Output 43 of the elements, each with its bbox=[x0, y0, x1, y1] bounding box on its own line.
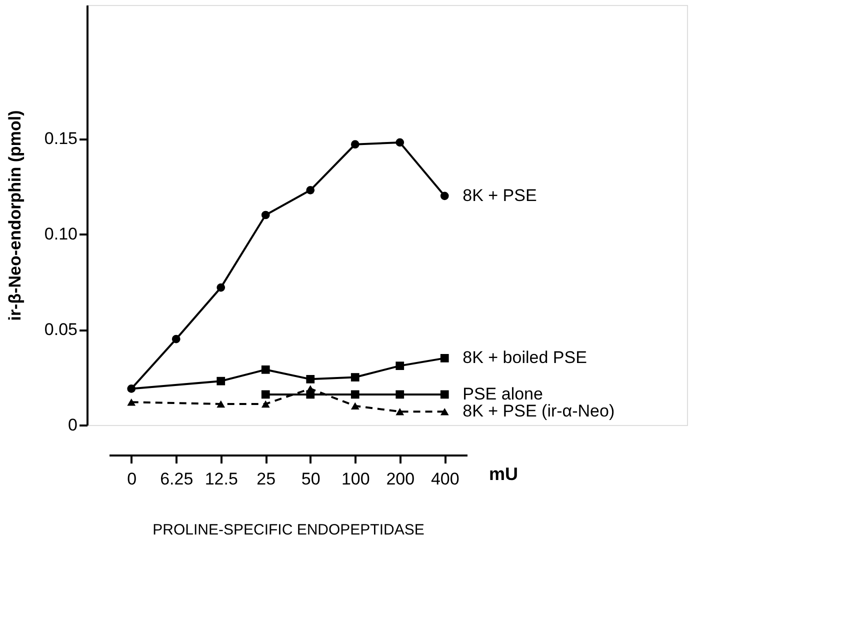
series-label: 8K + boiled PSE bbox=[462, 348, 587, 368]
point bbox=[350, 140, 360, 149]
y-tick-label: 0.05 bbox=[44, 320, 78, 340]
point bbox=[261, 400, 270, 408]
x-tick-label: 25 bbox=[256, 470, 276, 488]
x-tick-label: 6.25 bbox=[160, 470, 194, 488]
point bbox=[261, 390, 270, 399]
y-axis-title: ir-β-Neo-endorphin (pmol) bbox=[5, 110, 24, 321]
point bbox=[216, 400, 226, 408]
point bbox=[261, 365, 270, 374]
point bbox=[306, 375, 315, 384]
point bbox=[440, 390, 449, 399]
point bbox=[396, 390, 404, 399]
point bbox=[350, 373, 360, 382]
point bbox=[396, 138, 404, 147]
point bbox=[216, 376, 226, 386]
point bbox=[396, 408, 404, 416]
point bbox=[396, 362, 404, 370]
x-tick-label: 50 bbox=[301, 470, 320, 488]
x-tick-label: 400 bbox=[430, 470, 460, 488]
point bbox=[172, 334, 180, 344]
point bbox=[440, 408, 449, 416]
point bbox=[127, 384, 136, 393]
x-tick-label: 12.5 bbox=[204, 470, 238, 488]
point bbox=[350, 390, 360, 399]
x-tick-label: 200 bbox=[386, 470, 415, 488]
x-axis-title: PROLINE-SPECIFIC ENDOPEPTIDASE bbox=[152, 522, 424, 538]
point bbox=[440, 192, 449, 200]
series-label: 8K + PSE (ir-α-Neo) bbox=[462, 402, 615, 421]
point bbox=[127, 398, 136, 406]
point bbox=[440, 354, 449, 362]
y-tick-label: 0.10 bbox=[44, 224, 78, 244]
point bbox=[261, 210, 270, 220]
y-tick-label: 0.15 bbox=[44, 129, 78, 148]
y-tick-label: 0 bbox=[68, 416, 78, 434]
point bbox=[216, 283, 226, 292]
x-tick-label: 0 bbox=[127, 470, 137, 488]
point bbox=[306, 186, 315, 194]
series-label: 8K + PSE bbox=[462, 186, 537, 205]
text: mU bbox=[489, 464, 518, 484]
series-label: PSE alone bbox=[462, 384, 543, 404]
point bbox=[350, 402, 360, 410]
x-tick-label: 100 bbox=[341, 470, 370, 488]
